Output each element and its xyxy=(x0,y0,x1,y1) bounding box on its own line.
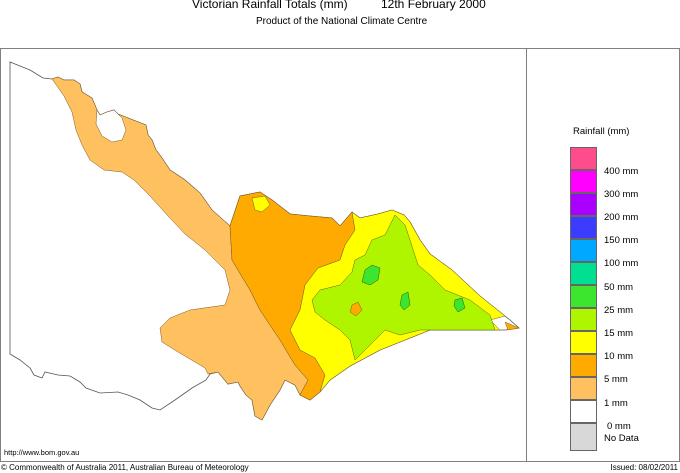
legend-label-50: 50 mm xyxy=(604,282,634,293)
legend-label-no-data: No Data xyxy=(604,433,639,444)
map-subtitle: Product of the National Climate Centre xyxy=(256,16,428,27)
zone-25-50mm-c xyxy=(453,297,466,313)
legend-swatch-100-150 xyxy=(570,239,597,262)
bom-url-link[interactable]: http://www.bom.gov.au xyxy=(4,448,80,457)
zone-25-50mm-b xyxy=(399,291,411,311)
legend-label-100: 100 mm xyxy=(604,258,639,269)
legend-label-10: 10 mm xyxy=(604,351,634,362)
legend-label-15: 15 mm xyxy=(604,328,634,339)
map-date: 12th February 2000 xyxy=(381,0,486,11)
map-title: Victorian Rainfall Totals (mm) xyxy=(192,0,348,11)
zone-5-10mm-patch xyxy=(349,301,363,317)
zone-15-25mm xyxy=(311,214,496,361)
legend-swatch-200-300 xyxy=(570,193,597,216)
legend-swatch-no-data xyxy=(570,423,597,451)
legend-swatch-1-5 xyxy=(570,377,597,400)
legend-label-0: 0 mm xyxy=(607,421,631,432)
legend-swatch-300-400 xyxy=(570,170,597,193)
legend-label-1: 1 mm xyxy=(604,398,628,409)
legend-swatch-50-100 xyxy=(570,262,597,285)
zone-10-15mm-patch xyxy=(251,195,271,213)
legend-label-200: 200 mm xyxy=(604,212,639,223)
zone-east-tip xyxy=(504,321,520,331)
zone-25-50mm-a xyxy=(361,264,381,286)
legend-swatch-15-25 xyxy=(570,308,597,331)
legend-swatch-150-200 xyxy=(570,216,597,239)
legend-swatch-5-10 xyxy=(570,354,597,377)
legend-label-300: 300 mm xyxy=(604,189,639,200)
legend-swatch-10-15 xyxy=(570,331,597,354)
legend-label-25: 25 mm xyxy=(604,305,634,316)
legend-swatch-0-1 xyxy=(570,400,597,423)
legend-divider xyxy=(526,48,527,462)
issued-date: Issued: 08/02/2011 xyxy=(610,463,678,472)
lake xyxy=(95,109,127,143)
legend-label-5: 5 mm xyxy=(604,374,628,385)
legend-label-400: 400 mm xyxy=(604,166,639,177)
legend-swatch-above-400 xyxy=(570,147,597,170)
legend-title: Rainfall (mm) xyxy=(573,126,630,137)
legend-swatch-25-50 xyxy=(570,285,597,308)
victoria-rainfall-map xyxy=(9,61,520,421)
legend-label-150: 150 mm xyxy=(604,235,639,246)
copyright-text: © Commonwealth of Australia 2011, Austra… xyxy=(1,463,249,472)
